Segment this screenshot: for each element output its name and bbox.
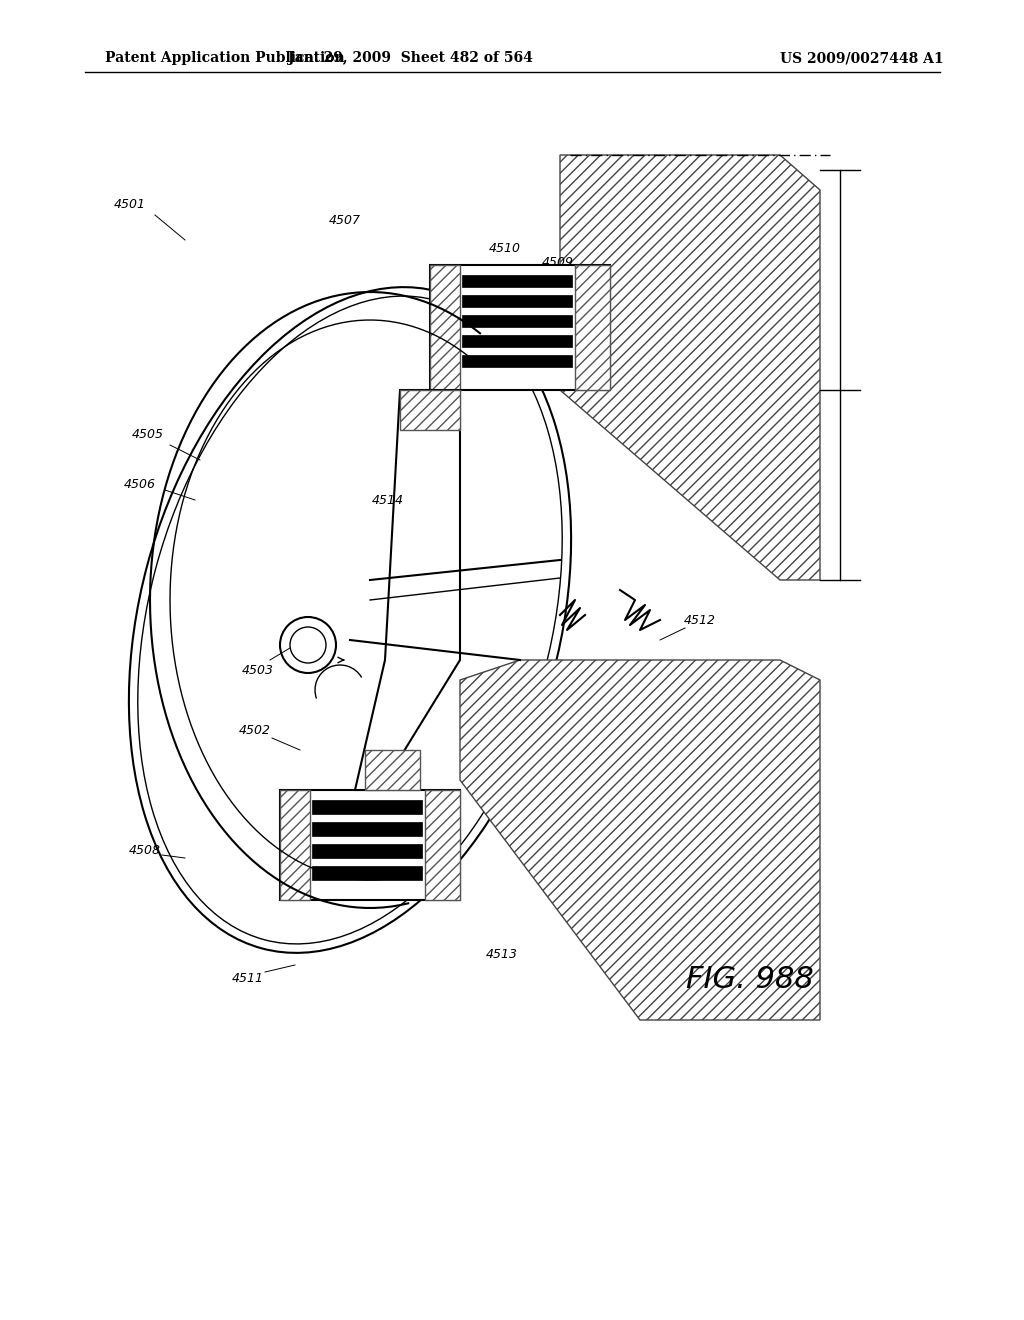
Text: 4501: 4501 (114, 198, 146, 211)
Text: 4503: 4503 (242, 664, 274, 676)
Text: 4514: 4514 (372, 494, 404, 507)
Polygon shape (430, 265, 460, 389)
Text: Patent Application Publication: Patent Application Publication (105, 51, 345, 65)
Polygon shape (425, 789, 460, 900)
Text: 4511: 4511 (232, 972, 264, 985)
Text: 4513: 4513 (486, 949, 518, 961)
Polygon shape (430, 265, 610, 389)
Polygon shape (462, 315, 572, 327)
Text: 4508: 4508 (129, 843, 161, 857)
Polygon shape (280, 789, 310, 900)
Text: US 2009/0027448 A1: US 2009/0027448 A1 (780, 51, 944, 65)
Text: 4506: 4506 (124, 479, 156, 491)
Polygon shape (280, 789, 460, 900)
Polygon shape (312, 843, 422, 858)
Text: 4510: 4510 (489, 242, 521, 255)
Polygon shape (400, 389, 460, 430)
Polygon shape (312, 866, 422, 880)
Polygon shape (462, 294, 572, 308)
Polygon shape (575, 265, 610, 389)
Polygon shape (312, 800, 422, 814)
Text: 4502: 4502 (239, 723, 271, 737)
Text: 4509: 4509 (542, 256, 574, 269)
Polygon shape (312, 822, 422, 836)
Text: FIG. 988: FIG. 988 (686, 965, 814, 994)
Polygon shape (460, 660, 820, 1020)
Text: 4507: 4507 (329, 214, 361, 227)
Text: 4512: 4512 (684, 614, 716, 627)
Polygon shape (462, 355, 572, 367)
Text: Jan. 29, 2009  Sheet 482 of 564: Jan. 29, 2009 Sheet 482 of 564 (288, 51, 532, 65)
Text: 4505: 4505 (132, 429, 164, 441)
Polygon shape (560, 154, 820, 579)
Polygon shape (462, 275, 572, 286)
Polygon shape (462, 335, 572, 347)
Polygon shape (365, 750, 420, 789)
Polygon shape (355, 389, 460, 789)
